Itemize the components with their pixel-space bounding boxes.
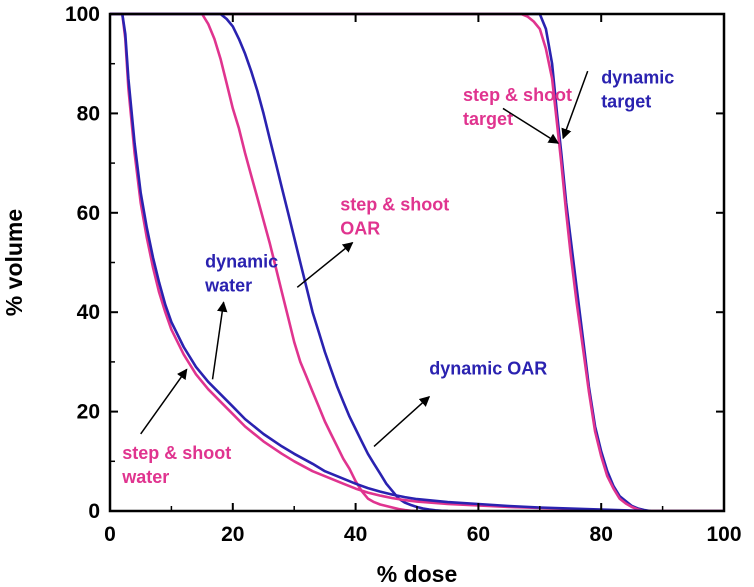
y-tick-label: 100 [65, 3, 100, 26]
annotation-ss-oar: step & shoot OAR [296, 194, 449, 288]
x-tick-label: 0 [104, 523, 116, 546]
annotation-arrow [140, 368, 188, 435]
x-tick-label: 20 [221, 523, 244, 546]
axes: 00 20 20 40 40 60 60 80 80 100 100 % dose % volume [1, 3, 742, 587]
annotations: step & shoot target dynamic target step & sh… [121, 68, 674, 487]
annotation-dyn-water: dynamic water [204, 251, 278, 380]
annotation-arrow [373, 395, 431, 447]
annotation-ss-target: step & shoot target [463, 85, 572, 144]
series-line-step-and-shoot-oar [110, 12, 419, 511]
y-axis-title: % volume [1, 209, 27, 316]
annotation-label: dynamic water [204, 251, 278, 295]
plot-frame [108, 12, 726, 513]
y-tick-label: 20 [77, 401, 100, 424]
annotation-dyn-oar: dynamic OAR [373, 358, 547, 447]
annotation-label: step & shoot OAR [340, 194, 449, 238]
series-line-dynamic-oar [110, 12, 450, 511]
annotation-label: step & shoot water [121, 443, 231, 487]
y-tick-label: 40 [77, 301, 100, 324]
annotation-dyn-target: dynamic target [561, 68, 674, 140]
annotation-arrow [296, 241, 354, 288]
annotation-label: dynamic OAR [429, 358, 547, 378]
x-tick-label: 100 [706, 523, 741, 546]
x-tick-label: 40 [344, 523, 367, 546]
annotation-label: step & shoot target [463, 85, 572, 129]
x-tick-label: 80 [590, 523, 613, 546]
plot-area [110, 12, 724, 511]
x-tick-label: 60 [467, 523, 490, 546]
y-tick-label: 80 [77, 102, 100, 125]
annotation-ss-water: step & shoot water [121, 368, 231, 487]
annotation-label: dynamic target [601, 68, 674, 112]
annotation-arrow [211, 301, 228, 380]
series-line-step-and-shoot-target [110, 12, 724, 511]
annotation-arrow [561, 70, 589, 140]
y-tick-label: 60 [77, 202, 100, 225]
series-line-dynamic-target [110, 12, 724, 511]
x-axis-title: % dose [377, 561, 458, 587]
y-tick-label: 0 [88, 500, 100, 523]
annotation-arrow [502, 107, 560, 144]
